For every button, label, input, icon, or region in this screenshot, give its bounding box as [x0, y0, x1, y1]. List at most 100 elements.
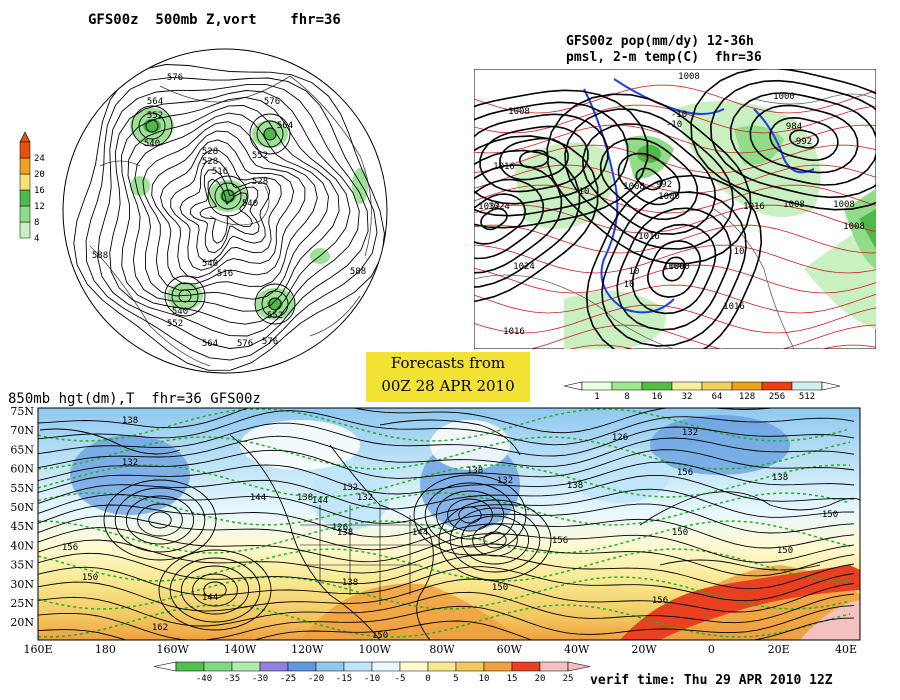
height-contour-label: 138 — [772, 473, 788, 483]
bottom-height-contour — [38, 449, 855, 482]
polar-500mb-map: 5765645525405285165765645525285405165405… — [62, 48, 388, 374]
temp-colorbar-swatch — [455, 661, 485, 672]
pmsl-isobar — [474, 193, 526, 245]
temp-colorbar-swatch — [539, 661, 569, 672]
temp-colorbar-swatch — [371, 661, 401, 672]
lon-label: 160W — [157, 643, 190, 656]
pmsl-isobar — [631, 223, 717, 315]
vort-colorbar-swatch — [19, 205, 31, 223]
pmsl-isobar — [646, 240, 702, 298]
vort-colorbar-label: 20 — [34, 170, 45, 180]
polar-height-contour — [189, 169, 260, 254]
bottom-height-contour — [38, 410, 855, 446]
polar-height-contour — [134, 112, 329, 300]
bottom-temp-dashed-contour — [38, 408, 851, 442]
height-contour-label: 150 — [822, 510, 838, 520]
pmsl-isobar — [546, 93, 752, 265]
pmsl-temp-contour — [474, 264, 876, 294]
height-contour-label: 156 — [652, 596, 668, 606]
pop-colorbar-label: 512 — [799, 392, 815, 402]
bottom-closed-contour — [125, 495, 195, 545]
pmsl-isobar — [749, 104, 859, 174]
bottom-closed-contour — [114, 487, 206, 553]
bottom-closed-contour — [203, 581, 227, 599]
bottom-closed-contour — [483, 531, 507, 549]
temp-colorbar-swatch — [343, 661, 373, 672]
vort-colorbar-swatch — [19, 157, 31, 175]
pop-colorbar-label: 1 — [594, 392, 599, 402]
temp-colorbar-swatch — [175, 661, 205, 672]
pmsl-temp-contour — [474, 304, 876, 334]
bottom-closed-contour — [460, 515, 530, 565]
bottom-height-contour — [38, 503, 855, 538]
vort-colorbar: 4 8 12 16 20 24 — [19, 131, 45, 244]
bottom-closed-contour — [435, 490, 505, 540]
pop-colorbar-label: 16 — [652, 392, 663, 402]
polar-contour-label: 540 — [144, 139, 160, 149]
height-contour-label: 150 — [492, 583, 508, 593]
pmsl-temp-contour — [528, 324, 876, 349]
bottom-closed-contour — [449, 507, 541, 573]
height-contour-label: 132 — [122, 458, 138, 468]
height-contour-label: 138 — [467, 466, 483, 476]
bottom-temp-dashed-contour — [38, 464, 851, 498]
polar-contour-label: 588 — [350, 267, 366, 277]
vort-colorbar-label: 4 — [34, 234, 39, 244]
polar-height-contour — [199, 178, 253, 244]
pmsl-isobar — [635, 167, 663, 191]
pmsl-isobar-label: 1024 — [513, 262, 535, 272]
polar-low-contour — [254, 283, 296, 325]
pop-colorbar-swatch — [641, 381, 673, 391]
temp-colorbar-label: -30 — [252, 674, 268, 684]
vort-colorbar-label: 8 — [34, 218, 39, 228]
vort-colorbar-over — [19, 131, 31, 143]
height-contour-label: 150 — [672, 528, 688, 538]
pmsl-isobar — [480, 207, 508, 231]
bottom-closed-contour — [424, 482, 516, 548]
polar-height-contour — [109, 90, 360, 337]
height-contour-label: 126 — [332, 523, 348, 533]
lat-label: 25N — [10, 597, 34, 610]
polar-low-contour — [261, 290, 289, 318]
bottom-height-contour — [38, 552, 855, 590]
pop-colorbar-swatch — [701, 381, 733, 391]
temp-colorbar-label: 0 — [425, 674, 430, 684]
bottom-height-contour — [38, 566, 855, 602]
lat-label: 20N — [10, 616, 34, 629]
height-contour-label: 132 — [357, 493, 373, 503]
temp-colorbar-swatch — [511, 661, 541, 672]
vort-colorbar-label: 16 — [34, 186, 45, 196]
bottom-temp-dashed-contour — [38, 436, 851, 470]
height-contour-label: 132 — [497, 476, 513, 486]
pop-colorbar-over — [821, 381, 841, 391]
height-contour-label: 144 — [412, 528, 428, 538]
height-contour-label: 138 — [122, 416, 138, 426]
pmsl-isobar — [690, 69, 876, 211]
temp-colorbar-label: -35 — [224, 674, 240, 684]
pmsl-isobar — [519, 149, 549, 169]
lon-label: 40E — [835, 643, 857, 656]
pmsl-isobar — [564, 108, 734, 250]
height-contour-label: 126 — [612, 433, 628, 443]
bottom-temp-dashed-contour — [38, 604, 851, 638]
temp-colorbar-swatch — [427, 661, 457, 672]
pmsl-isobar — [585, 174, 763, 349]
pmsl-isobar — [729, 92, 876, 186]
height-contour-label: 156 — [62, 543, 78, 553]
polar-low-contour — [131, 105, 173, 147]
polar-contour-label: 564 — [202, 339, 218, 349]
temp-colorbar-label: -5 — [395, 674, 406, 684]
temp-colorbar-swatch — [259, 661, 289, 672]
pop-colorbar-swatch — [671, 381, 703, 391]
pmsl-isobar — [474, 164, 563, 274]
height-contour-label: 150 — [777, 546, 793, 556]
lon-label: 180 — [95, 643, 116, 656]
lon-label: 120W — [291, 643, 324, 656]
height-contour-label: 156 — [677, 468, 693, 478]
bottom-height-contour — [38, 591, 855, 627]
temp-colorbar-label: -15 — [336, 674, 352, 684]
polar-low-contour — [268, 297, 282, 311]
forecast-banner-line2: 00Z 28 APR 2010 — [381, 377, 515, 395]
polar-height-contour — [127, 105, 340, 312]
pmsl-isobar — [474, 149, 581, 288]
